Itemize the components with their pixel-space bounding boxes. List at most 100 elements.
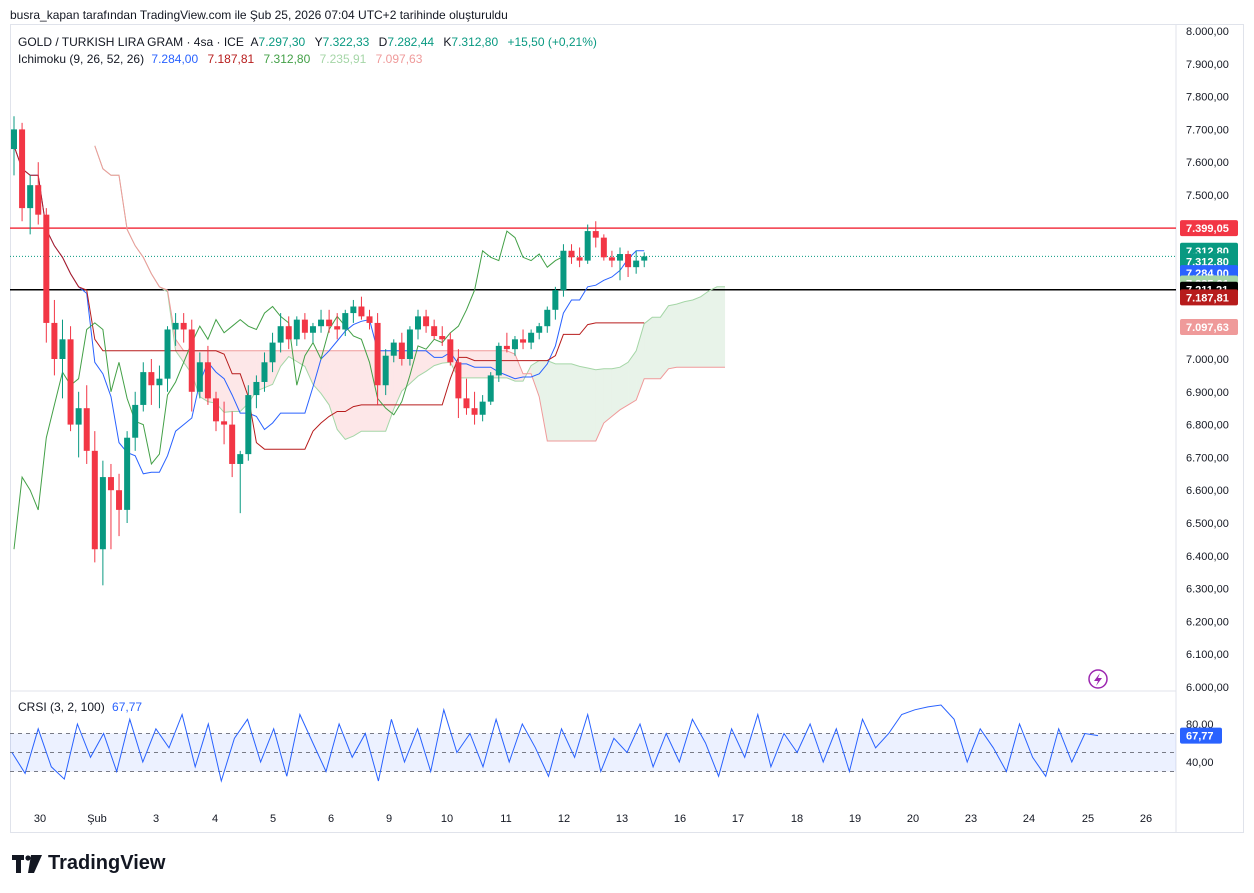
candle-body [398, 342, 405, 359]
ichimoku-legend: Ichimoku (9, 26, 52, 26) 7.284,00 7.187,… [18, 52, 422, 66]
time-tick-label: 5 [270, 813, 276, 825]
cloud-segment [579, 366, 588, 441]
candle-body [415, 316, 421, 330]
candle-body [293, 319, 300, 340]
price-tick-label: 6.300,00 [1186, 584, 1229, 596]
candle-body [552, 290, 559, 310]
candle [245, 385, 252, 461]
time-tick-label: 9 [386, 813, 392, 825]
price-tick-label: 6.600,00 [1186, 485, 1229, 497]
crsi-value: 67,77 [112, 700, 143, 714]
ichimoku-title[interactable]: Ichimoku (9, 26, 52, 26) [18, 52, 145, 66]
symbol-title[interactable]: GOLD / TURKISH LIRA GRAM · 4sa · ICE [18, 35, 244, 49]
candle [423, 309, 430, 333]
candle [140, 362, 147, 412]
cloud-segment [611, 367, 620, 417]
candle-body [124, 437, 131, 510]
candle [148, 359, 155, 405]
candle [503, 332, 510, 353]
cloud-segment [304, 350, 313, 385]
cloud-segment [547, 360, 556, 441]
candle-body [390, 342, 397, 356]
cloud-segment [692, 296, 701, 368]
time-tick-label: 6 [328, 813, 334, 825]
price-badge-bg [1180, 289, 1238, 306]
candle-body [318, 319, 325, 327]
cloud-segment [353, 350, 362, 437]
candle-body [164, 329, 171, 379]
candle-body [204, 362, 211, 399]
candle [447, 332, 454, 366]
time-tick-label: 10 [441, 813, 453, 825]
candle [366, 309, 373, 330]
price-tick-label: 7.600,00 [1186, 157, 1229, 169]
tenkan-line [13, 145, 645, 475]
cloud-segment [628, 350, 637, 405]
crsi-badge-text: 67,77 [1186, 731, 1214, 743]
time-tick-label: 23 [965, 813, 977, 825]
candle-body [455, 362, 462, 399]
cloud-segment [280, 350, 289, 367]
candle [625, 250, 632, 277]
candle-body [51, 322, 58, 359]
candle-body [423, 316, 430, 327]
time-tick-label: 26 [1140, 813, 1152, 825]
candle [11, 116, 17, 176]
span-b-value: 7.097,63 [375, 52, 423, 66]
price-tick-label: 6.800,00 [1186, 420, 1229, 432]
candle [600, 234, 607, 261]
price-badge-text: 7.097,63 [1186, 322, 1229, 334]
chart-frame [10, 24, 1244, 833]
cloud-segment [482, 350, 491, 378]
time-tick-label: 16 [674, 813, 686, 825]
candle [511, 336, 518, 356]
candle-body [528, 332, 535, 343]
cloud-segment [345, 350, 354, 440]
candle [576, 247, 583, 268]
candle-body [83, 408, 90, 451]
price-badge-bg [1180, 318, 1238, 335]
time-tick-label: 13 [616, 813, 628, 825]
candle-body [471, 408, 478, 415]
candle [463, 378, 470, 415]
candle-body [27, 185, 34, 209]
tradingview-logo[interactable]: TradingView [12, 852, 165, 875]
candle-body [277, 326, 284, 343]
price-badge-text: 7.187,81 [1186, 292, 1229, 304]
low-value: 7.282,44 [387, 35, 435, 49]
open-label: A [250, 35, 259, 49]
candle [608, 250, 615, 268]
candle-body [180, 322, 187, 330]
candle [261, 352, 268, 392]
candle-body [600, 237, 607, 258]
candle-body [617, 254, 623, 261]
candle-body [439, 336, 446, 340]
candle-body [132, 404, 139, 438]
candle-body [59, 339, 66, 359]
candle [83, 385, 90, 464]
time-tick-label: 12 [558, 813, 570, 825]
candle [358, 296, 365, 320]
crsi-title[interactable]: CRSI (3, 2, 100) [18, 700, 105, 714]
cloud-segment [652, 317, 661, 379]
candle [584, 224, 591, 264]
candle [568, 244, 575, 264]
candle [269, 332, 276, 373]
candle [334, 313, 341, 340]
candle [253, 375, 260, 409]
time-tick-label: 17 [732, 813, 744, 825]
time-tick-label: 4 [212, 813, 218, 825]
candle-body [633, 260, 640, 268]
candle [390, 339, 397, 363]
close-value: 7.312,80 [451, 35, 499, 49]
cloud-segment [216, 350, 225, 413]
cloud-segment [660, 305, 669, 379]
change-value: +15,50 (+0,21%) [507, 35, 597, 49]
cloud-segment [555, 363, 564, 441]
candle [59, 319, 66, 399]
lightning-icon-bolt [1094, 673, 1102, 686]
cloud-segment [595, 368, 604, 441]
candle [382, 349, 389, 396]
candle [51, 299, 58, 376]
